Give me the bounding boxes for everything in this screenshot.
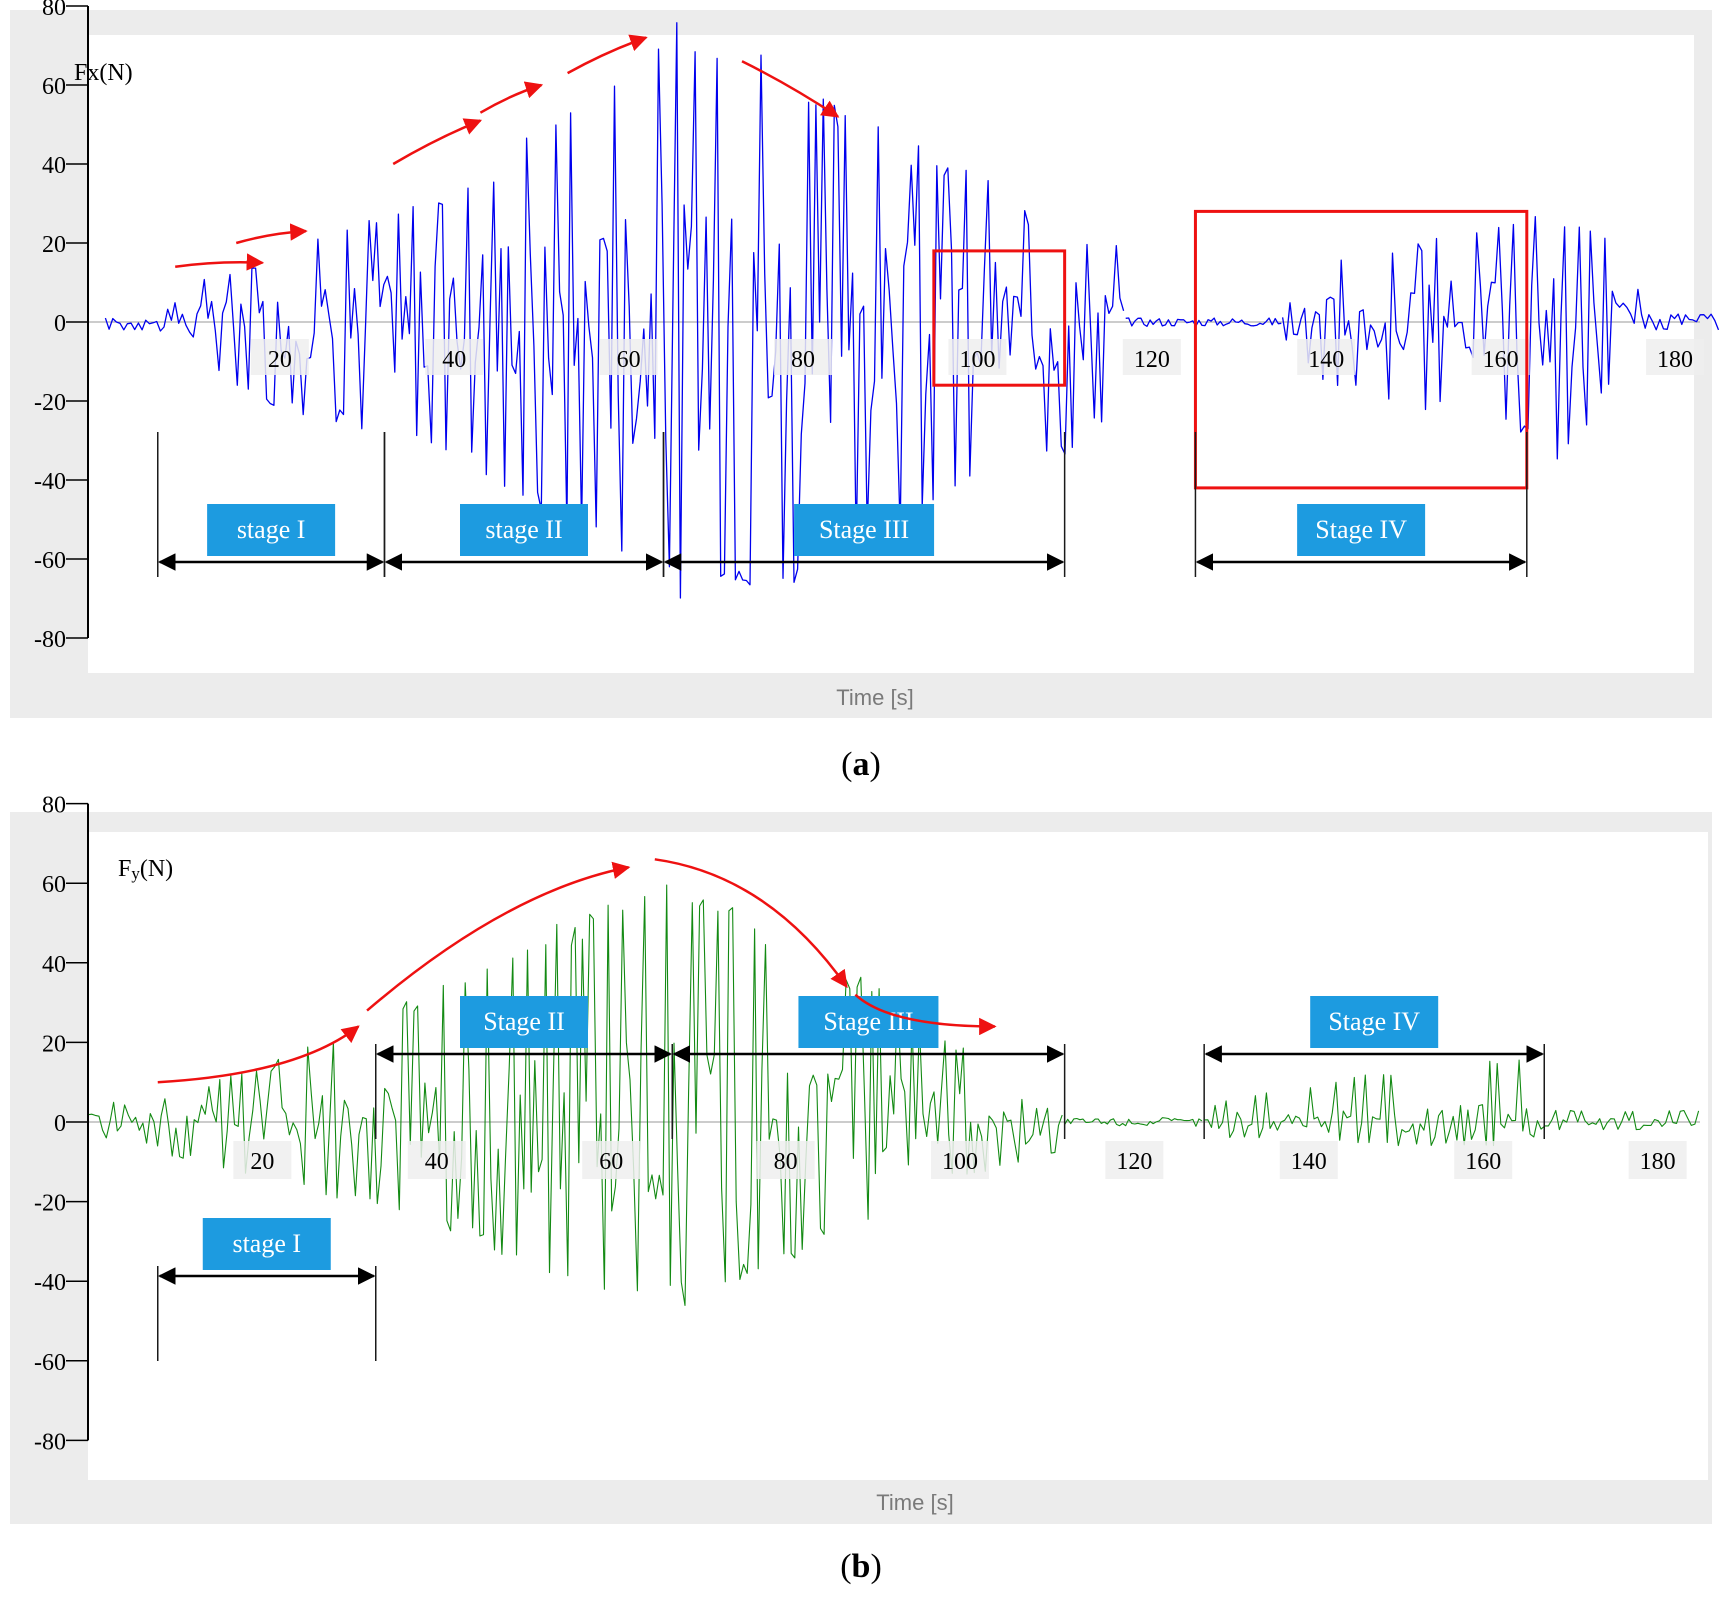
x-tick-box xyxy=(1471,339,1530,375)
stage-label-box xyxy=(460,504,588,556)
waveform-segment-2 xyxy=(1125,317,1282,327)
highlight-box-2 xyxy=(1193,209,1529,490)
y-tick-label: -40 xyxy=(34,469,66,495)
x-axis-title: Time [s] xyxy=(836,685,913,710)
x-tick-box xyxy=(599,339,658,375)
stage-label: Stage IV xyxy=(1315,515,1407,544)
waveform-segment-3 xyxy=(1281,215,1720,460)
x-tick-label: 140 xyxy=(1308,347,1344,373)
x-tick-box xyxy=(250,339,309,375)
y-tick-label: 60 xyxy=(42,74,66,100)
x-tick-label: 60 xyxy=(617,347,641,373)
stage-label: stage I xyxy=(237,515,306,544)
trend-arrow-6 xyxy=(741,60,840,118)
y-tick-label: -80 xyxy=(34,627,66,653)
caption-b: (b) xyxy=(840,1548,882,1585)
x-tick-label: 160 xyxy=(1483,347,1519,373)
panel-b-plot-area xyxy=(88,832,1708,1480)
highlight-box-1 xyxy=(932,249,1067,387)
caption-a: (a) xyxy=(841,746,881,783)
y-tick-label: -60 xyxy=(34,548,66,574)
trend-arrow-2 xyxy=(235,223,308,245)
stage-label: Stage III xyxy=(819,515,909,544)
x-tick-label: 20 xyxy=(268,347,292,373)
x-tick-box xyxy=(1122,339,1181,375)
trend-arrow-5 xyxy=(566,34,648,75)
chart-a-fx: 80 60 40 20 0 -20 -40 -60 -80 20 40 60 80 100 120 140 16… xyxy=(34,0,1720,710)
stage-label-box xyxy=(1297,504,1426,556)
x-tick-box xyxy=(1297,339,1356,375)
x-tick-box xyxy=(425,339,484,375)
x-tick-label: 80 xyxy=(791,347,815,373)
stage-label-box xyxy=(794,504,935,556)
trend-arrow-4 xyxy=(479,81,544,114)
x-tick-label: 40 xyxy=(442,347,466,373)
y-tick-label: 80 xyxy=(42,0,66,21)
y-tick-label: 40 xyxy=(42,153,66,179)
x-tick-box xyxy=(774,339,833,375)
y-axis-title: Fx(N) xyxy=(74,60,133,86)
x-tick-label: 180 xyxy=(1657,347,1693,373)
trend-arrow-3 xyxy=(392,118,483,166)
y-tick-label: -20 xyxy=(34,390,66,416)
trend-arrow-1 xyxy=(175,253,265,271)
stage-label-box xyxy=(207,504,336,556)
stage-label: stage II xyxy=(485,515,562,544)
y-tick-label: 0 xyxy=(54,311,66,337)
x-tick-label: 100 xyxy=(959,347,995,373)
x-tick-box xyxy=(1646,339,1705,375)
y-tick-label: 20 xyxy=(42,232,66,258)
x-tick-box xyxy=(948,339,1007,375)
x-tick-label: 120 xyxy=(1134,347,1170,373)
